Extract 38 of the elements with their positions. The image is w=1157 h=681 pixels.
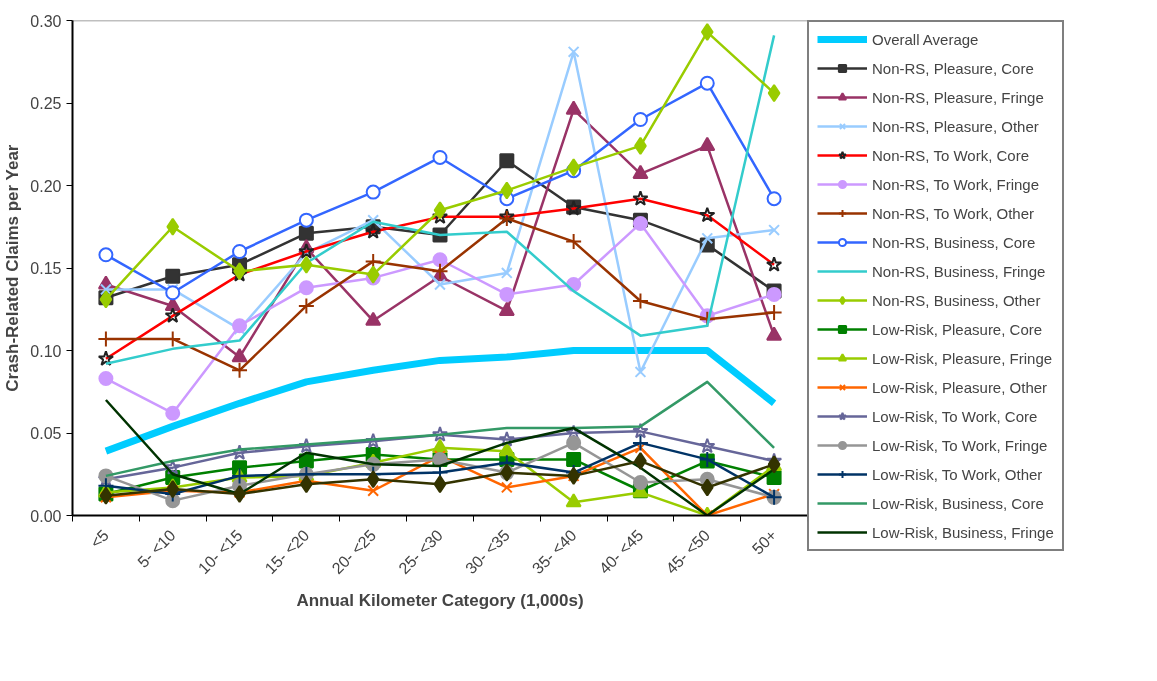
y-tick-label: 0.30 bbox=[30, 12, 62, 30]
y-tick-label: 0.25 bbox=[30, 95, 62, 112]
legend-label: Non-RS, Business, Other bbox=[872, 291, 1041, 309]
x-axis-title: Annual Kilometer Category (1,000s) bbox=[296, 591, 584, 611]
legend-label: Low-Risk, Pleasure, Fringe bbox=[872, 349, 1053, 367]
legend-label: Low-Risk, Business, Core bbox=[872, 494, 1044, 512]
y-tick-label: 0.10 bbox=[30, 342, 62, 360]
legend-label: Low-Risk, Pleasure, Core bbox=[872, 320, 1043, 338]
x-tick-label: 10- <15 bbox=[194, 526, 246, 578]
legend-label: Low-Risk, Pleasure, Other bbox=[872, 378, 1048, 396]
x-tick-label: 5- <10 bbox=[134, 526, 179, 571]
legend-label: Low-Risk, Business, Fringe bbox=[872, 523, 1054, 541]
y-tick-label: 0.20 bbox=[30, 177, 62, 195]
legend-label: Non-RS, Pleasure, Fringe bbox=[872, 88, 1044, 106]
legend-label: Non-RS, To Work, Core bbox=[872, 146, 1029, 164]
x-tick-label: 45- <50 bbox=[662, 526, 714, 578]
x-tick-label: 50+ bbox=[748, 526, 781, 558]
x-tick-label: 40- <45 bbox=[595, 526, 647, 578]
legend-label: Low-Risk, To Work, Fringe bbox=[872, 436, 1048, 454]
y-tick-label: 0.05 bbox=[30, 425, 62, 442]
legend-label: Non-RS, To Work, Fringe bbox=[872, 175, 1039, 193]
x-tick-label: 15- <20 bbox=[261, 526, 313, 578]
y-tick-label: 0.15 bbox=[30, 260, 62, 277]
x-tick-label: 30- <35 bbox=[462, 526, 513, 578]
legend-label: Non-RS, To Work, Other bbox=[872, 204, 1034, 222]
legend-label: Low-Risk, To Work, Core bbox=[872, 407, 1038, 425]
x-tick-label: 35- <40 bbox=[528, 526, 580, 578]
x-tick-label: <5 bbox=[87, 526, 112, 552]
legend-label: Overall Average bbox=[872, 30, 979, 48]
legend-label: Non-RS, Business, Fringe bbox=[872, 262, 1046, 280]
legend-label: Non-RS, Business, Core bbox=[872, 233, 1036, 251]
x-tick-label: 20- <25 bbox=[328, 526, 380, 578]
legend-label: Non-RS, Pleasure, Core bbox=[872, 59, 1034, 77]
y-axis-title: Crash-Related Claims per Year bbox=[3, 144, 23, 392]
legend-label: Non-RS, Pleasure, Other bbox=[872, 117, 1039, 135]
y-tick-label: 0.00 bbox=[30, 507, 62, 525]
legend-label: Low-Risk, To Work, Other bbox=[872, 465, 1043, 483]
x-tick-label: 25- <30 bbox=[395, 526, 447, 578]
